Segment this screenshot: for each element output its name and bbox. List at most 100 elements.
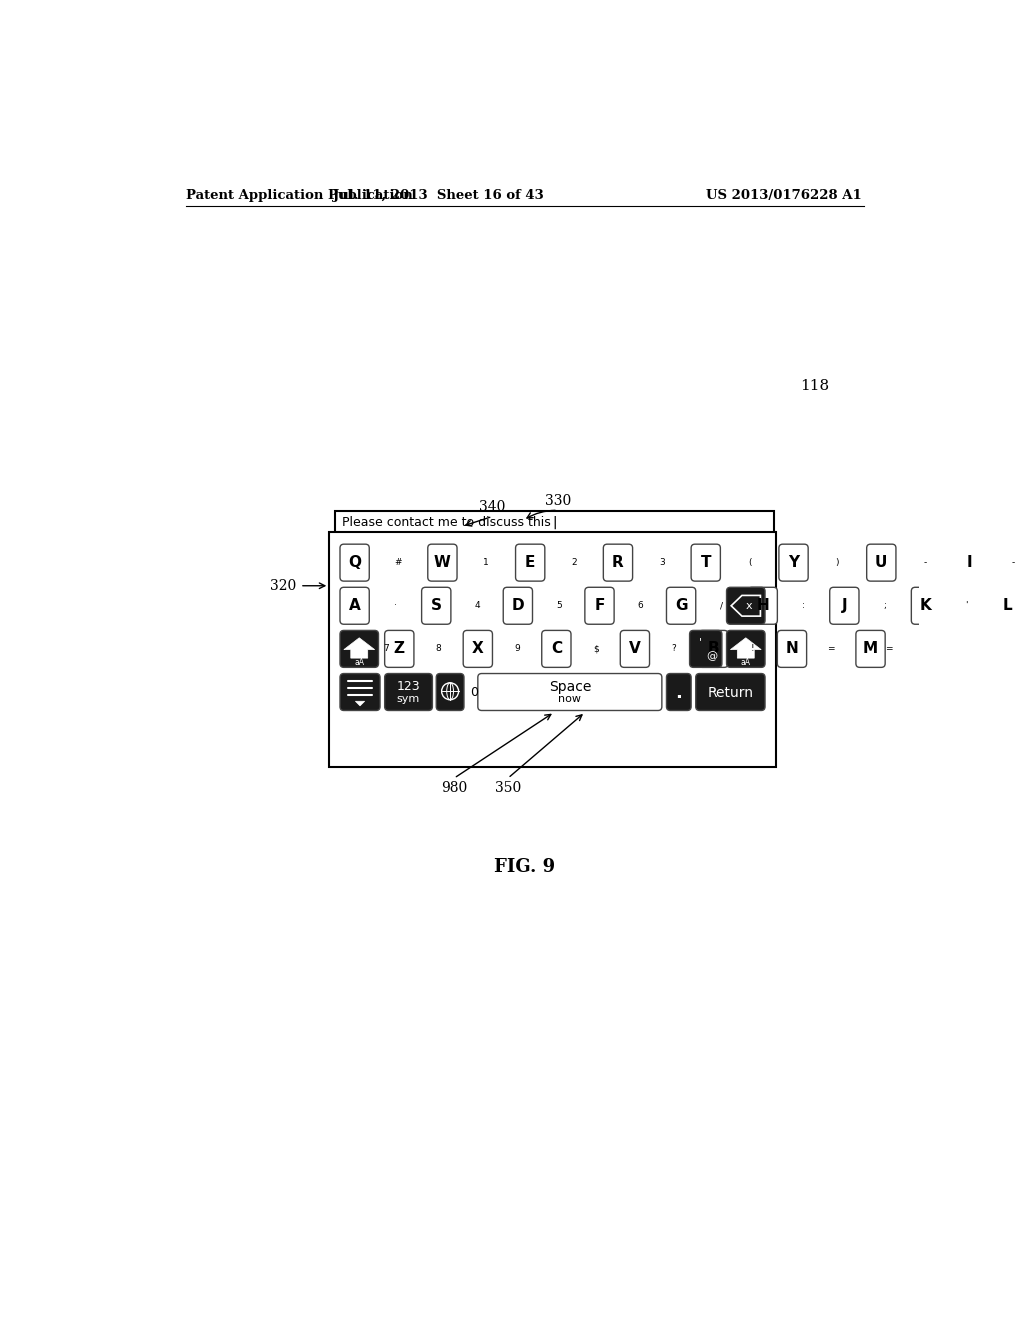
Text: 123: 123 [396,680,420,693]
Text: @: @ [707,651,718,661]
FancyBboxPatch shape [542,631,571,668]
FancyBboxPatch shape [954,544,984,581]
Text: B: B [708,642,719,656]
Text: 5: 5 [556,602,561,610]
Text: 4: 4 [474,602,480,610]
Text: 330: 330 [545,494,571,508]
Text: Q: Q [348,556,361,570]
FancyBboxPatch shape [829,587,859,624]
Text: D: D [512,598,524,614]
FancyBboxPatch shape [385,673,432,710]
FancyBboxPatch shape [585,587,614,624]
Text: ': ' [698,638,701,647]
Text: -: - [1012,558,1015,568]
Text: N: N [785,642,799,656]
FancyBboxPatch shape [777,631,807,668]
FancyBboxPatch shape [340,631,379,668]
Text: 0: 0 [470,686,478,700]
FancyBboxPatch shape [993,587,1022,624]
Text: =: = [827,644,835,653]
Text: K: K [921,598,932,614]
Text: C: C [551,642,562,656]
Text: X: X [472,642,483,656]
Text: V: V [629,642,641,656]
FancyBboxPatch shape [478,673,662,710]
Text: US 2013/0176228 A1: US 2013/0176228 A1 [707,189,862,202]
Text: 350: 350 [495,780,521,795]
FancyBboxPatch shape [749,587,777,624]
FancyBboxPatch shape [727,631,765,668]
Text: ): ) [836,558,840,568]
FancyBboxPatch shape [340,544,370,581]
FancyBboxPatch shape [340,673,380,710]
Polygon shape [344,638,375,659]
Text: U: U [876,556,888,570]
FancyBboxPatch shape [385,631,414,668]
FancyBboxPatch shape [335,511,773,535]
Text: Y: Y [787,556,799,570]
Text: ;: ; [884,602,887,610]
Text: J: J [842,598,847,614]
Text: 340: 340 [479,500,506,515]
Text: .: . [676,684,682,702]
Text: 6: 6 [637,602,643,610]
Text: R: R [612,556,624,570]
Text: Z: Z [394,642,404,656]
FancyBboxPatch shape [340,587,370,624]
Text: #: # [395,558,402,568]
Text: !: ! [751,644,755,653]
Text: ': ' [966,602,968,610]
FancyBboxPatch shape [689,631,722,668]
Text: Please contact me to discuss this ▏: Please contact me to discuss this ▏ [342,516,564,529]
FancyBboxPatch shape [503,587,532,624]
Polygon shape [730,638,761,659]
FancyBboxPatch shape [911,587,941,624]
Text: Space: Space [549,680,591,694]
FancyBboxPatch shape [436,673,464,710]
FancyBboxPatch shape [698,631,728,668]
Text: S: S [431,598,441,614]
FancyBboxPatch shape [603,544,633,581]
Text: G: G [675,598,687,614]
Text: T: T [700,556,711,570]
Text: ?: ? [672,644,677,653]
Text: 9: 9 [514,644,520,653]
FancyBboxPatch shape [422,587,451,624]
Text: /: / [721,602,723,610]
Text: aA: aA [354,659,365,668]
FancyBboxPatch shape [667,587,695,624]
Text: ·: · [394,602,397,610]
Polygon shape [355,701,365,706]
Text: 7: 7 [383,644,389,653]
Text: Return: Return [708,686,754,700]
Text: E: E [525,556,536,570]
Text: M: M [863,642,879,656]
Text: Patent Application Publication: Patent Application Publication [186,189,413,202]
FancyBboxPatch shape [515,544,545,581]
FancyBboxPatch shape [667,673,691,710]
FancyBboxPatch shape [727,587,765,624]
Text: Jul. 11, 2013  Sheet 16 of 43: Jul. 11, 2013 Sheet 16 of 43 [333,189,544,202]
Text: sym: sym [397,694,420,704]
Text: aA: aA [740,659,751,668]
Text: 320: 320 [270,578,296,593]
Text: I: I [967,556,972,570]
Text: L: L [1002,598,1013,614]
Text: 980: 980 [441,780,467,795]
FancyBboxPatch shape [621,631,649,668]
FancyBboxPatch shape [779,544,808,581]
Text: -: - [924,558,927,568]
Text: (: ( [748,558,752,568]
Text: 118: 118 [801,379,829,392]
Text: A: A [349,598,360,614]
FancyBboxPatch shape [695,673,765,710]
FancyBboxPatch shape [330,532,776,767]
Text: 3: 3 [659,558,665,568]
Text: 2: 2 [571,558,577,568]
Text: now: now [558,694,582,704]
FancyBboxPatch shape [428,544,457,581]
Text: =: = [886,644,893,653]
Text: F: F [594,598,605,614]
Text: x: x [745,601,753,611]
FancyBboxPatch shape [866,544,896,581]
